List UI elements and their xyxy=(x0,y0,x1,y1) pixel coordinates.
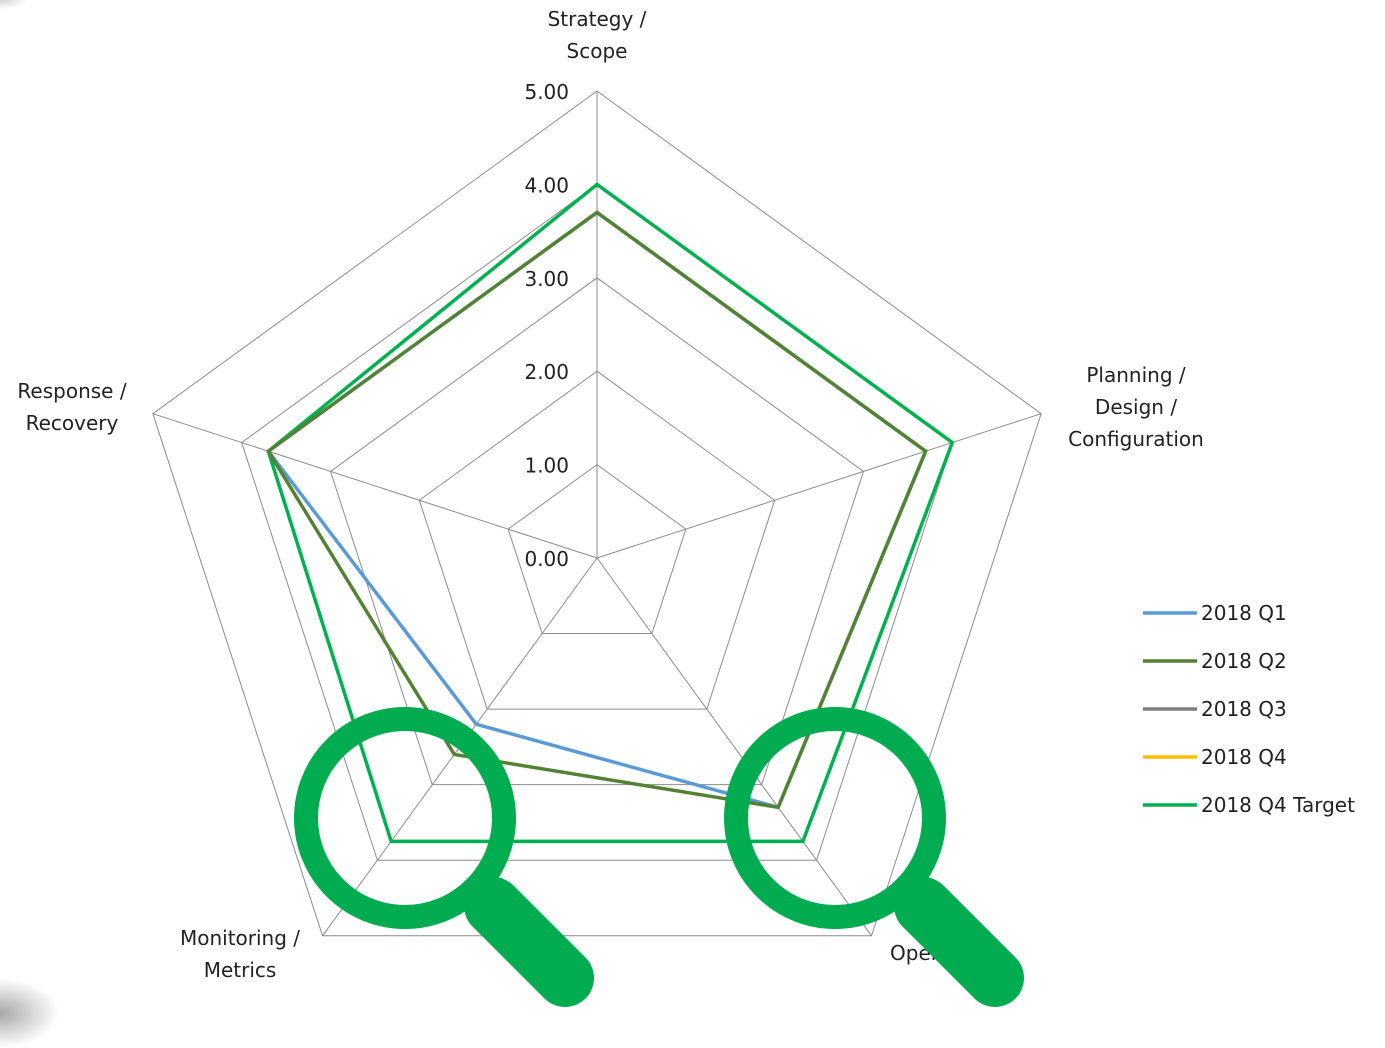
axis-label-1: Planning / Design / Configuration xyxy=(1068,363,1204,451)
legend-label: 2018 Q3 xyxy=(1201,697,1287,721)
radar-chart-svg: 0.00 1.00 2.00 3.00 4.00 5.00 Strategy / Scope… xyxy=(17,7,1355,1007)
axis-label-line: Configuration xyxy=(1068,427,1204,451)
legend-item: 2018 Q4 xyxy=(1143,745,1287,769)
axis-label-3: Monitoring / Metrics xyxy=(180,926,300,982)
axis-label-line: Design / xyxy=(1095,395,1177,419)
axis-label-0: Strategy / Scope xyxy=(548,7,647,63)
grid-ring-5 xyxy=(152,90,1042,937)
legend-item: 2018 Q4 Target xyxy=(1143,793,1355,817)
radar-series xyxy=(265,182,955,844)
tick-label: 3.00 xyxy=(524,267,569,291)
tick-label: 4.00 xyxy=(524,173,569,197)
chart-legend: 2018 Q1 2018 Q2 2018 Q3 2018 Q4 2018 Q4 Targ… xyxy=(1143,601,1355,817)
axis-label-line: Planning / xyxy=(1086,363,1186,387)
legend-item: 2018 Q2 xyxy=(1143,649,1287,673)
tick-label: 1.00 xyxy=(524,454,569,478)
series-line-1 xyxy=(265,210,928,810)
legend-item: 2018 Q3 xyxy=(1143,697,1287,721)
axis-label-line: Monitoring / xyxy=(180,926,300,950)
radar-chart: 0.00 1.00 2.00 3.00 4.00 5.00 Strategy / Scope… xyxy=(0,0,1355,1048)
axis-spoke-4 xyxy=(152,413,598,559)
tick-label: 2.00 xyxy=(524,360,569,384)
axis-label-line: Strategy / xyxy=(548,7,647,31)
axis-label-line: Recovery xyxy=(26,411,119,435)
axis-label-line: Scope xyxy=(567,39,628,63)
axis-label-4: Response / Recovery xyxy=(17,379,126,435)
magnifier-icon-operations xyxy=(724,707,1024,1007)
tick-label: 0.00 xyxy=(524,547,569,571)
grid-ring-1 xyxy=(507,463,687,635)
magnifier-icon-monitoring xyxy=(294,707,594,1007)
magnifier-decorations xyxy=(294,707,1024,1007)
corner-shadow-top xyxy=(0,0,30,10)
legend-label: 2018 Q1 xyxy=(1201,601,1287,625)
radar-tick-labels: 0.00 1.00 2.00 3.00 4.00 5.00 xyxy=(524,80,569,571)
axis-label-line: Metrics xyxy=(204,958,277,982)
radar-axis-labels: Strategy / Scope Planning / Design / Configu… xyxy=(17,7,1203,982)
legend-item: 2018 Q1 xyxy=(1143,601,1287,625)
tick-label: 5.00 xyxy=(524,80,569,104)
legend-label: 2018 Q4 xyxy=(1201,745,1287,769)
grid-ring-3 xyxy=(329,277,865,786)
axis-spoke-1 xyxy=(596,413,1042,559)
axis-label-line: Response / xyxy=(17,379,126,403)
series-line-4 xyxy=(266,182,955,844)
axis-spoke-2 xyxy=(596,557,872,937)
legend-label: 2018 Q2 xyxy=(1201,649,1287,673)
legend-label: 2018 Q4 Target xyxy=(1201,793,1355,817)
grid-ring-2 xyxy=(418,370,776,710)
